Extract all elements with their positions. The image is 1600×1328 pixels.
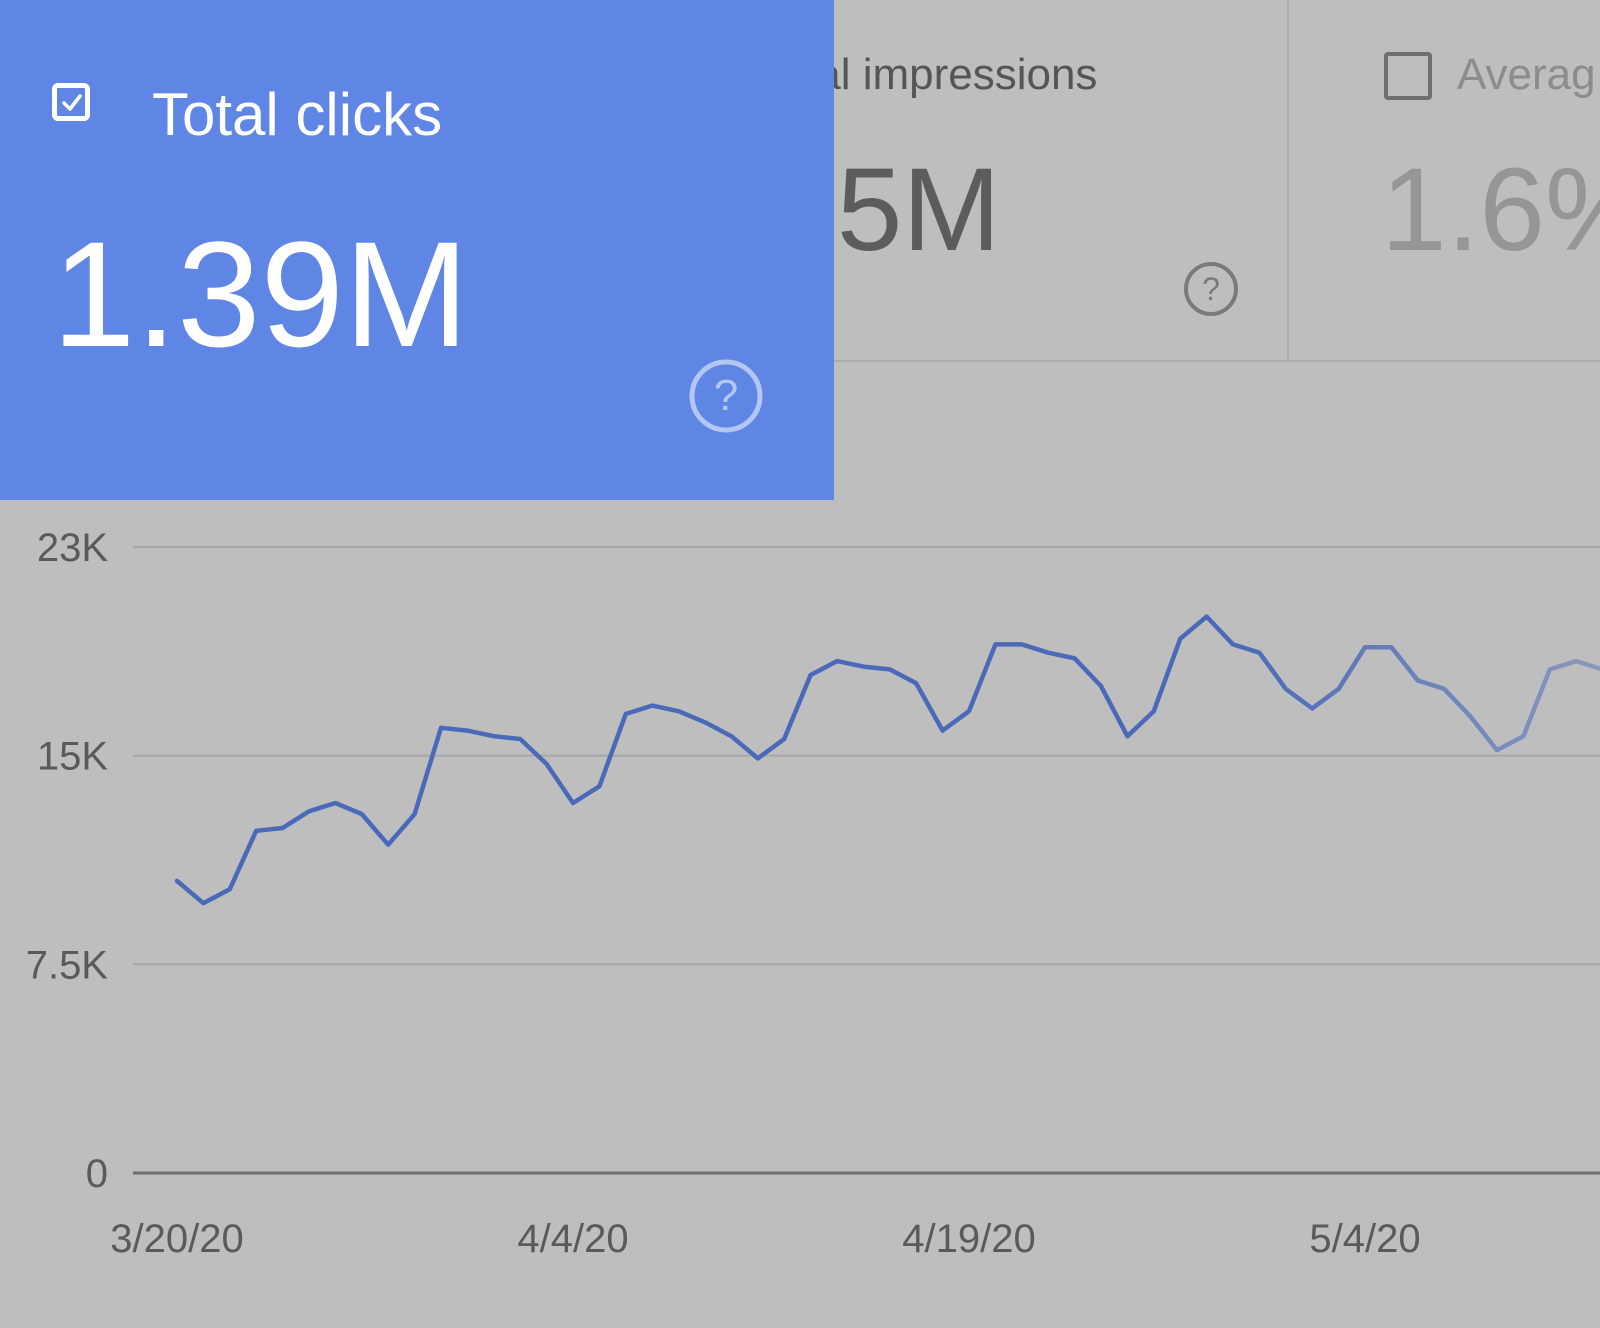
metric-label-total-impressions: tal impressions [804, 50, 1098, 99]
check-icon [62, 94, 82, 111]
x-tick-label: 3/20/20 [110, 1217, 243, 1261]
x-tick-label: 5/4/20 [1309, 1217, 1420, 1261]
y-tick-label: 23K [37, 526, 108, 570]
metric-card-total-impressions[interactable]: tal impressions .5M ? [804, 0, 1289, 362]
help-icon[interactable]: ? [1182, 260, 1240, 318]
checkbox-average-ctr[interactable] [1384, 52, 1432, 100]
metric-value-total-impressions: .5M [804, 144, 1001, 276]
svg-text:?: ? [714, 371, 738, 420]
metric-label-average-ctr: Averag [1457, 50, 1596, 99]
series-line [174, 614, 1600, 906]
x-tick-label: 4/19/20 [902, 1217, 1035, 1261]
checkbox-total-clicks[interactable] [52, 83, 90, 121]
y-tick-label: 7.5K [26, 943, 109, 987]
clicks-line-chart: 0 7.5K 15K 23K 3/20/20 4/4/20 4/19/20 5/4/20 [26, 526, 1600, 1261]
metric-label-total-clicks: Total clicks [152, 81, 443, 148]
x-tick-label: 4/4/20 [517, 1217, 628, 1261]
metric-value-total-clicks: 1.39M [52, 210, 469, 378]
svg-text:?: ? [1202, 271, 1220, 307]
metric-card-total-clicks[interactable]: Total clicks 1.39M ? [0, 0, 834, 500]
y-tick-label: 15K [37, 735, 108, 779]
metric-card-average-ctr[interactable]: Averag 1.6% [1289, 0, 1600, 362]
y-tick-label: 0 [86, 1152, 108, 1196]
help-icon[interactable]: ? [688, 358, 764, 434]
metric-value-average-ctr: 1.6% [1381, 144, 1600, 276]
